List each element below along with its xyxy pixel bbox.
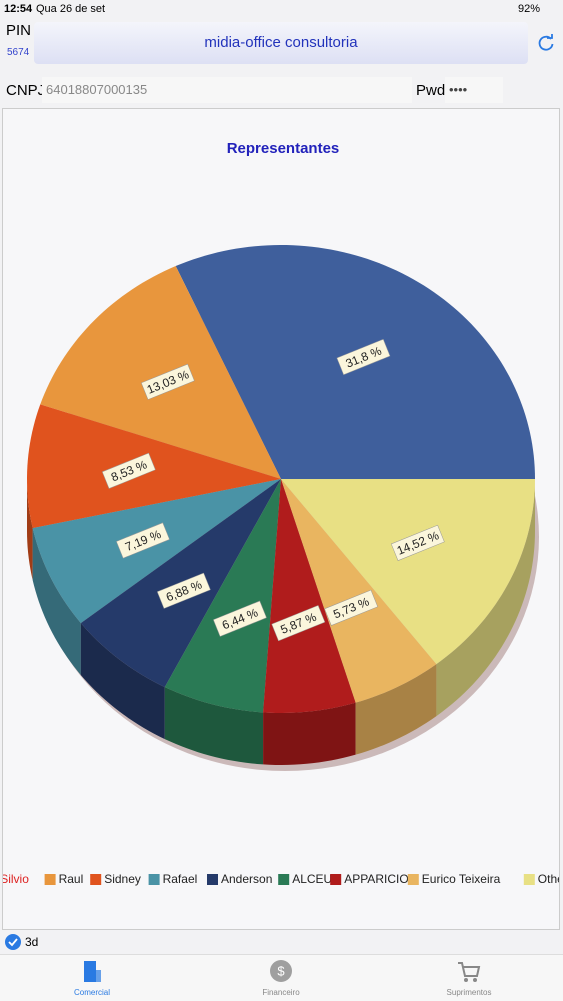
status-time: 12:54	[4, 3, 33, 15]
tab-label[interactable]: Comercial	[73, 988, 110, 997]
pie-slice-side	[355, 664, 437, 755]
checkbox[interactable]	[4, 933, 22, 951]
legend-label: Raul	[59, 872, 84, 886]
chart-title: Representantes	[227, 140, 340, 157]
tab-icon[interactable]	[456, 958, 482, 984]
pie-slice-side	[27, 479, 33, 581]
data-label-box	[390, 524, 445, 561]
pin-value: 5674	[7, 47, 30, 58]
checkbox-label: 3d	[25, 935, 39, 949]
pie-slice	[40, 266, 281, 479]
chart: Representantes 31,8 %13,03 %8,53 %7,19 %…	[2, 108, 560, 930]
data-label-box	[271, 605, 326, 642]
data-label-box	[324, 589, 379, 626]
pwd-input[interactable]: ••••	[445, 77, 503, 103]
data-label-box	[140, 363, 195, 400]
data-label-box	[213, 600, 267, 637]
pie-slice-side	[263, 702, 356, 765]
legend-swatch	[148, 874, 160, 885]
legend-label: Eurico Teixeira	[422, 872, 501, 886]
legend-swatch	[407, 874, 419, 885]
legend-swatch	[523, 874, 535, 885]
svg-text:$: $	[277, 963, 285, 978]
legend-swatch	[207, 874, 218, 885]
tab-icon[interactable]	[79, 958, 105, 984]
legend-swatch	[90, 874, 102, 885]
status-date: Qua 26 de set	[36, 3, 106, 15]
pwd-label: Pwd	[416, 82, 446, 99]
legend-label: Rafael	[163, 872, 198, 886]
cnpj-label: CNPJ	[6, 82, 46, 99]
company-button[interactable]: midia-office consultoria	[34, 22, 528, 64]
legend-label: Silvio	[2, 872, 29, 886]
pie-slice	[164, 479, 281, 713]
legend-label: Sidney	[104, 872, 141, 886]
legend-swatch	[330, 874, 342, 885]
tab-icon[interactable]: $	[268, 958, 294, 984]
legend-label: Other	[538, 872, 560, 886]
pie-slice	[281, 479, 437, 703]
tab-label[interactable]: Financeiro	[262, 988, 300, 997]
data-label-box	[116, 522, 170, 559]
tab-label[interactable]: Suprimentos	[446, 988, 492, 997]
legend-label: Anderson	[221, 872, 272, 886]
pie-slice-side	[164, 687, 264, 765]
legend-swatch	[44, 874, 56, 885]
pie-slice-side	[436, 479, 535, 717]
legend-label: APPARICIO	[344, 872, 408, 886]
pie-slice	[263, 479, 356, 713]
pin-label: PIN	[6, 22, 32, 39]
pie-slice-side	[80, 623, 165, 740]
data-label-box	[101, 452, 156, 489]
cnpj-input[interactable]: 64018807000135	[42, 77, 412, 103]
tab-bar: Comercial $ Financeiro Suprimentos	[0, 954, 563, 1001]
pie-slice	[32, 479, 282, 624]
data-label-box	[336, 338, 391, 376]
data-label-box	[156, 572, 211, 609]
refresh-icon[interactable]	[536, 33, 556, 53]
pie-slice-side	[32, 528, 81, 676]
legend-swatch	[278, 874, 290, 885]
legend-label: ALCEU	[292, 872, 332, 886]
status-battery: 92%	[518, 3, 541, 15]
pie-slice	[281, 479, 535, 665]
